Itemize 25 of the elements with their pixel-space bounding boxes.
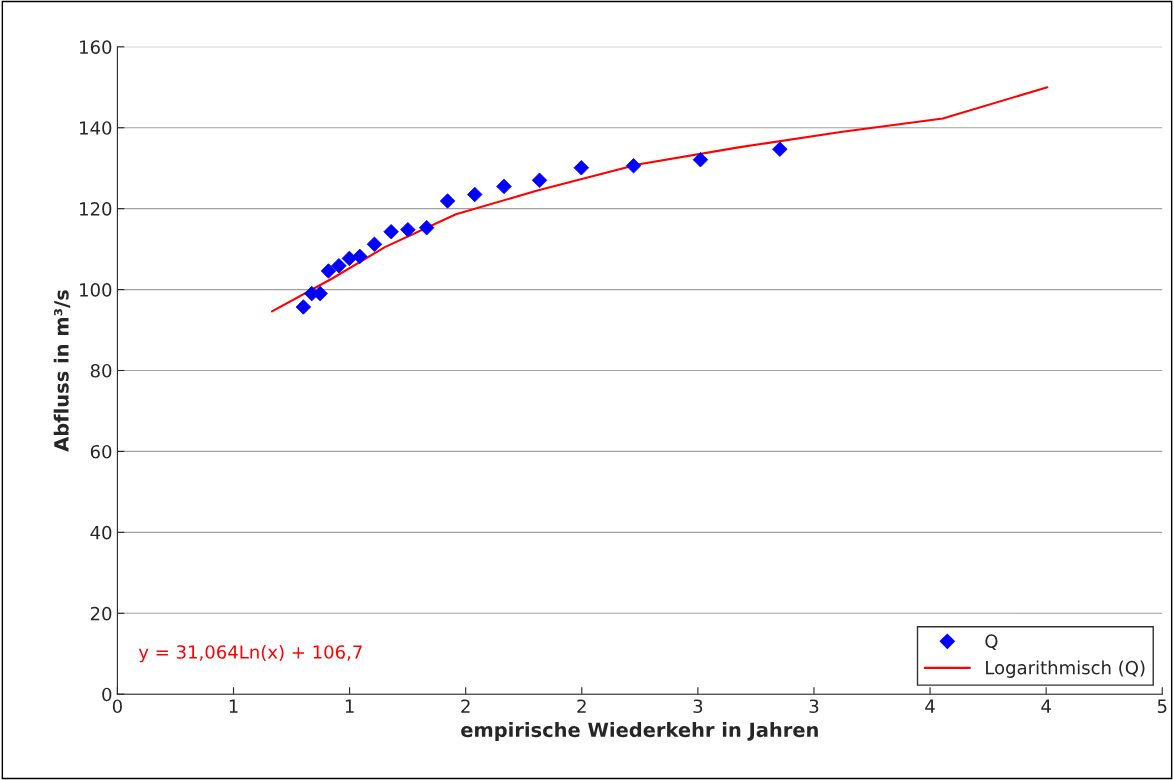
y-tick-label: 100 [80,283,112,297]
x-tick-label: 2 [577,699,586,713]
x-tick-label: 4 [1041,699,1051,713]
x-tick-label: 1 [345,699,354,713]
y-tick-label: 80 [90,363,112,378]
y-tick-label: 60 [90,444,112,459]
y-tick-label: 0 [102,687,112,702]
annotation: y = 31,064Ln(x) + 106,7 [138,644,362,663]
y-tick-label: 20 [90,606,112,621]
legend-label: Logarithmisch (Q) [986,660,1145,678]
x-tick-label: 3 [809,699,819,714]
line-series [271,86,1049,313]
y-tick-label: 160 [80,40,112,54]
x-tick-label: 5 [1157,699,1167,714]
y-tick-label: 120 [80,202,112,216]
x-tick-label: 1 [229,699,238,713]
legend-label: Q [985,634,998,651]
y-tick-label: 40 [90,525,112,540]
x-tick-label: 0 [112,699,122,714]
y-tick-label: 140 [80,121,112,135]
x-tick-label: 4 [925,699,935,713]
x-tick-label: 2 [461,699,470,713]
x-axis-title: empirische Wiederkehr in Jahren [461,722,818,741]
y-axis-title: Abfluss in m³/s [53,290,71,452]
x-tick-label: 3 [693,699,703,714]
